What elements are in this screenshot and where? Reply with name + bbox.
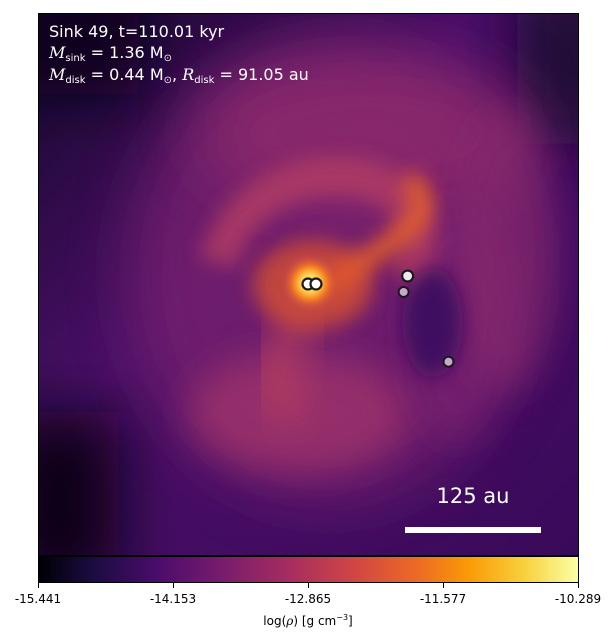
sink-title: Sink 49, t=110.01 kyr	[49, 22, 225, 41]
colorbar-tick	[38, 583, 39, 588]
colorbar-tick	[578, 583, 579, 588]
colorbar-tick-label: -15.441	[14, 592, 62, 606]
colorbar-tick	[173, 583, 174, 588]
sink-particle	[397, 285, 410, 298]
colorbar-tick-label: -12.865	[284, 592, 332, 606]
scale-bar	[405, 527, 541, 533]
colorbar-tick	[443, 583, 444, 588]
disk-properties-text: Mdisk = 0.44 M⊙, Rdisk = 91.05 au	[49, 65, 309, 86]
colorbar	[38, 556, 579, 583]
colorbar-label: log(ρ) [g cm−3]	[263, 613, 353, 628]
density-map: Sink 49, t=110.01 kyr Msink = 1.36 M⊙ Md…	[38, 13, 579, 556]
colorbar-tick-label: -10.289	[554, 592, 602, 606]
sink-particle	[401, 269, 415, 283]
colorbar-tick-label: -11.577	[419, 592, 467, 606]
scale-bar-label: 125 au	[436, 484, 510, 508]
colorbar-tick	[308, 583, 309, 588]
sink-particle	[442, 355, 455, 368]
sink-mass-text: Msink = 1.36 M⊙	[49, 43, 172, 64]
density-image	[39, 14, 578, 555]
colorbar-tick-label: -14.153	[149, 592, 197, 606]
sink-particle	[309, 277, 323, 291]
